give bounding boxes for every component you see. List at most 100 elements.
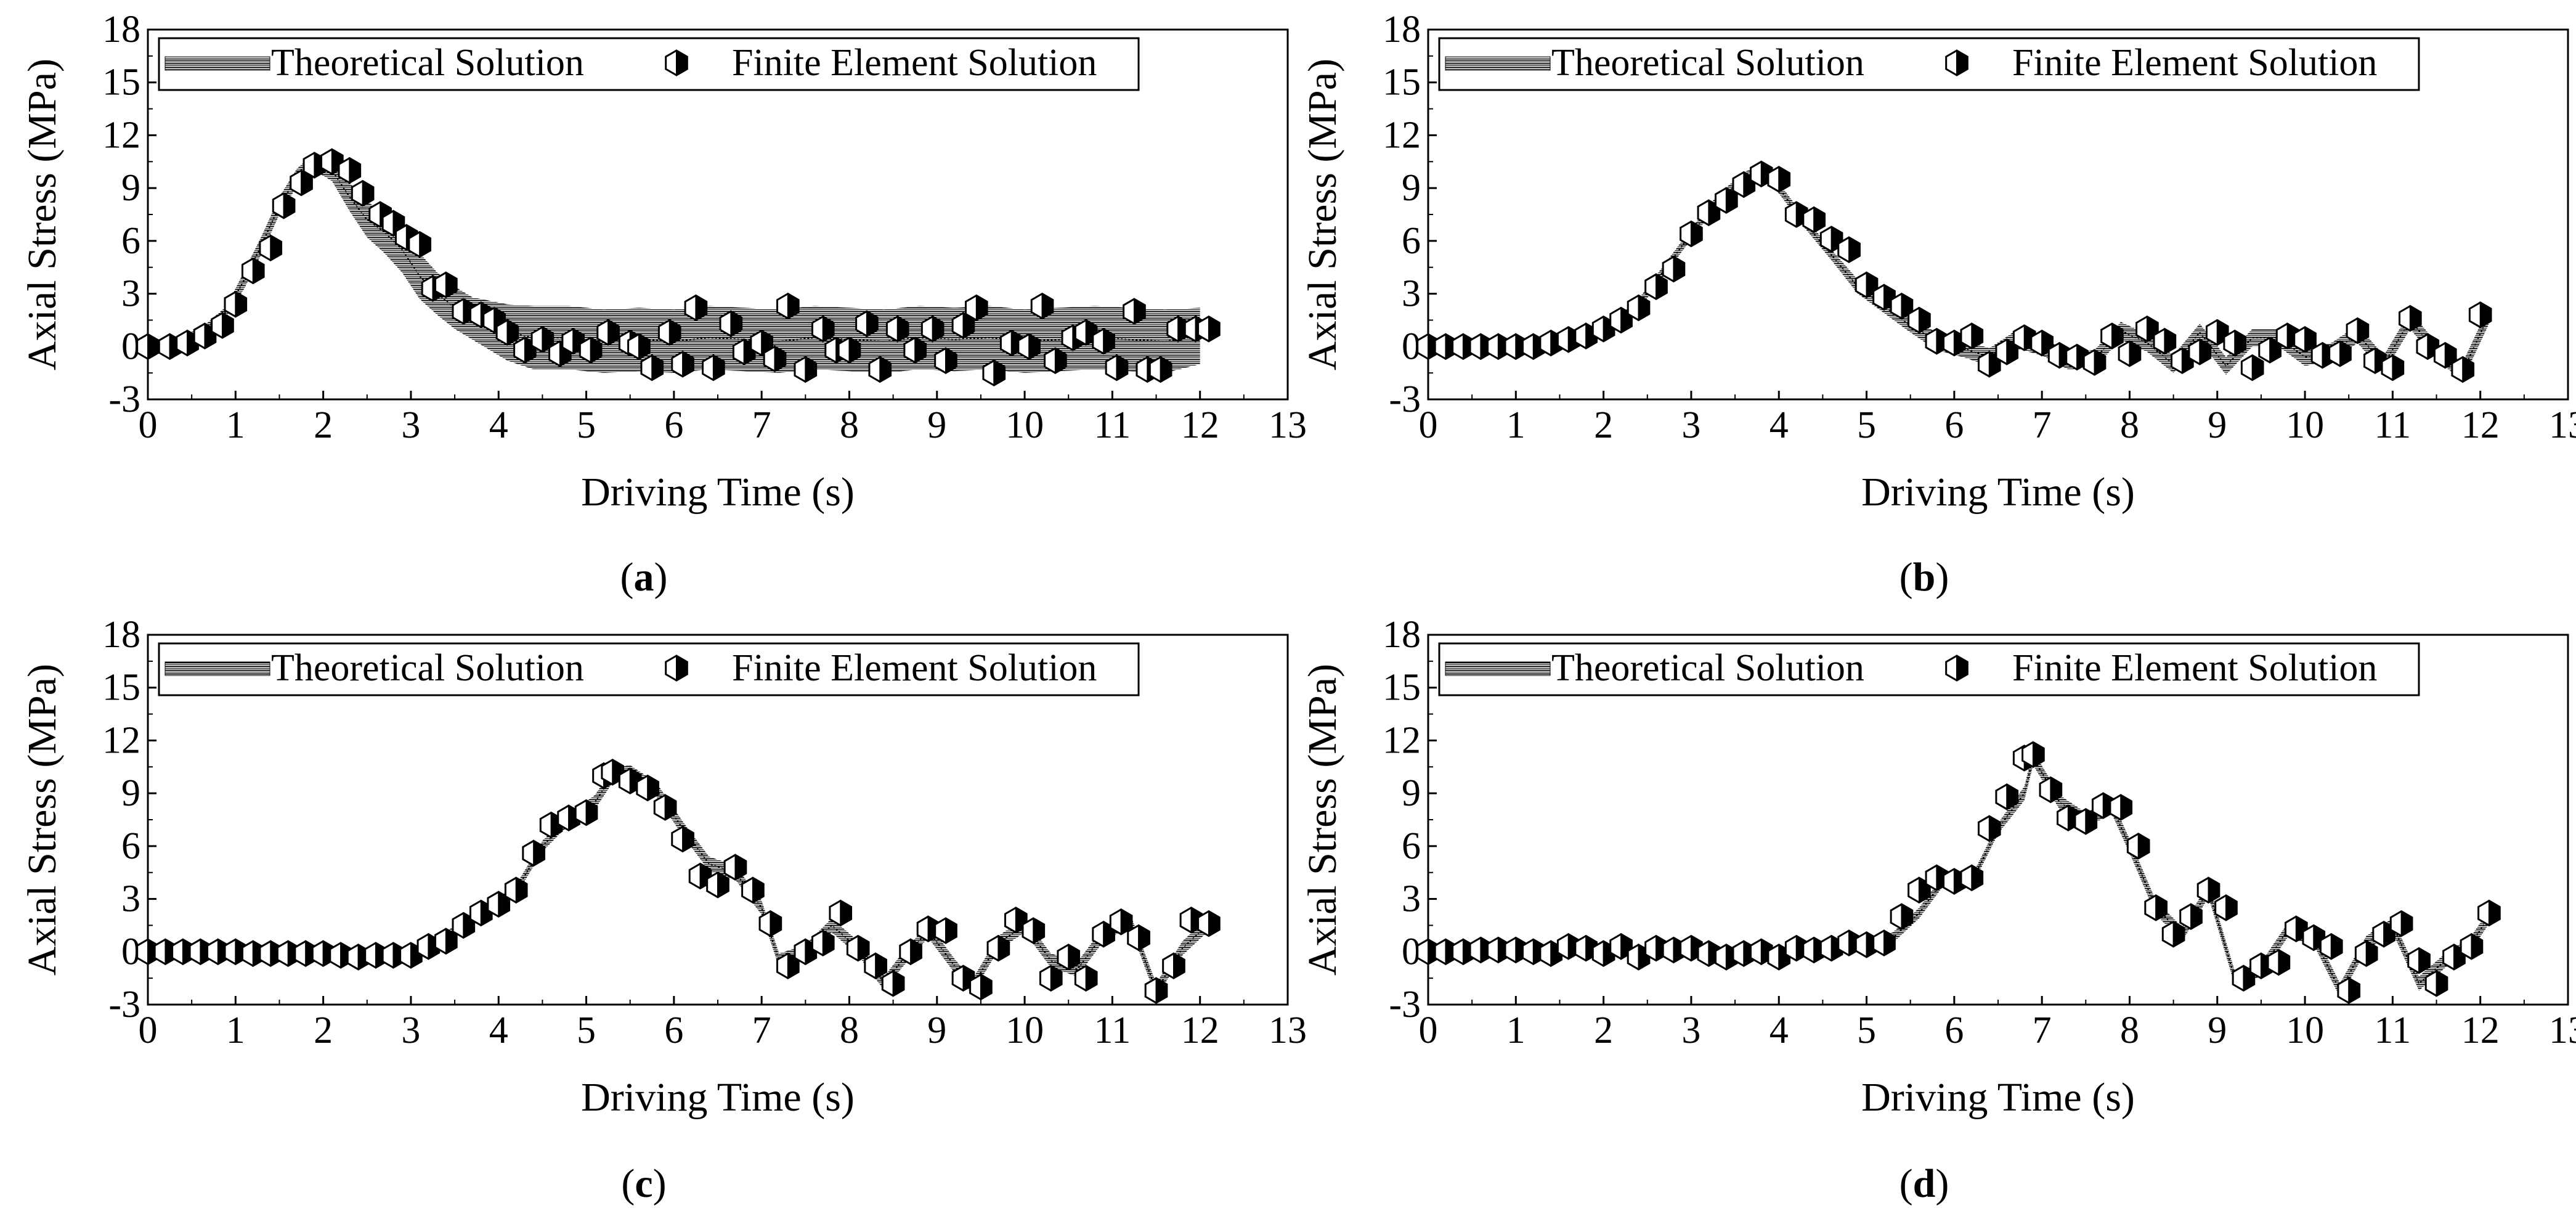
marker-fill xyxy=(1138,924,1150,952)
x-tick-label: 1 xyxy=(1506,404,1526,446)
x-tick-label: 7 xyxy=(2033,1010,2052,1051)
fe-point xyxy=(2171,347,2194,374)
marker-fill xyxy=(2357,317,2369,345)
marker-fill xyxy=(2488,899,2501,927)
marker-fill xyxy=(1901,903,1913,930)
fe-point xyxy=(2153,327,2177,355)
fe-point xyxy=(1749,160,1773,188)
fe-point xyxy=(794,356,818,383)
fe-point xyxy=(2109,794,2133,821)
fe-point xyxy=(1715,187,1738,214)
fe-point xyxy=(1890,292,1914,320)
y-tick-label: -3 xyxy=(108,984,140,1026)
panel-label-letter: d xyxy=(1913,1161,1936,1206)
fe-point xyxy=(723,854,747,881)
fe-point xyxy=(338,157,362,184)
marker-fill xyxy=(638,333,651,361)
marker-fill xyxy=(2392,354,2404,381)
fe-point xyxy=(495,319,519,346)
y-tick-label: 12 xyxy=(1383,719,1421,761)
marker-fill xyxy=(1028,333,1041,361)
fe-point xyxy=(1197,910,1221,937)
marker-fill xyxy=(2006,783,2018,810)
y-tick-label: 9 xyxy=(1402,167,1421,209)
x-tick-label: 8 xyxy=(2120,1010,2139,1051)
marker-fill xyxy=(2339,340,2352,367)
x-tick-label: 6 xyxy=(1944,404,1964,446)
fe-point xyxy=(1109,908,1133,936)
x-tick-label: 11 xyxy=(2375,404,2411,446)
y-tick-label: 9 xyxy=(1402,772,1421,814)
fe-point xyxy=(2346,317,2370,345)
legend-box xyxy=(1438,37,2420,91)
fe-point xyxy=(671,351,694,378)
x-tick-label: 13 xyxy=(1269,404,1307,446)
fe-point xyxy=(1697,940,1721,967)
marker-fill xyxy=(2365,940,2378,967)
marker-fill xyxy=(1103,327,1115,355)
marker-fill xyxy=(1813,206,1826,234)
panel-label-letter: b xyxy=(1913,555,1936,600)
fe-point xyxy=(1908,306,1931,334)
marker-fill xyxy=(2111,322,2124,349)
marker-fill xyxy=(1690,220,1703,248)
marker-fill xyxy=(2172,920,2185,948)
legend-marker-swatch xyxy=(665,655,688,682)
y-axis-title: Axial Stress (MPa) xyxy=(20,664,65,976)
marker-fill xyxy=(2251,354,2264,381)
marker-fill xyxy=(2400,910,2413,937)
marker-fill xyxy=(2479,301,2492,328)
legend: Theoretical Solution Finite Element Solut… xyxy=(158,37,1140,91)
marker-fill xyxy=(1971,322,1983,349)
fe-point xyxy=(272,192,296,219)
x-tick-label: 13 xyxy=(2549,404,2576,446)
marker-fill xyxy=(896,315,909,343)
marker-fill xyxy=(730,310,742,337)
fe-point xyxy=(1802,206,1826,234)
fe-point xyxy=(758,910,782,937)
marker-fill xyxy=(2348,977,2360,1004)
fe-point xyxy=(741,876,765,904)
y-tick-label: -3 xyxy=(1389,984,1421,1026)
panel-label-open: ( xyxy=(621,1161,635,1206)
marker-fill xyxy=(585,799,598,826)
marker-fill xyxy=(2094,349,2106,376)
fe-point xyxy=(1925,327,1949,355)
theoretical-line xyxy=(148,771,1209,992)
marker-fill xyxy=(419,231,431,258)
panel-label-close: ) xyxy=(653,1161,667,1206)
fe-point xyxy=(2468,301,2492,328)
marker-fill xyxy=(857,934,870,962)
marker-fill xyxy=(892,969,904,997)
fe-point xyxy=(2354,940,2378,967)
legend-line-swatch xyxy=(1445,56,1551,71)
marker-fill xyxy=(875,952,887,979)
fe-point xyxy=(596,319,620,346)
x-tick-label: 11 xyxy=(1094,1010,1131,1051)
fe-point xyxy=(934,347,957,374)
marker-fill xyxy=(2032,741,2045,769)
fe-point xyxy=(211,312,234,339)
panel-label: (c) xyxy=(621,1161,666,1206)
y-tick-label: 6 xyxy=(121,825,140,867)
y-tick-label: 18 xyxy=(102,9,140,51)
x-tick-label: 5 xyxy=(577,404,596,446)
y-axis-title: Axial Stress (MPa) xyxy=(1300,664,1345,976)
legend: Theoretical Solution Finite Element Solut… xyxy=(1438,37,2420,91)
x-tick-label: 8 xyxy=(2120,404,2139,446)
series-finite-element xyxy=(1416,160,2492,383)
marker-fill xyxy=(2330,932,2343,960)
x-tick-label: 13 xyxy=(1269,1010,1307,1051)
legend-box xyxy=(1438,642,2420,696)
x-tick-label: 0 xyxy=(1419,404,1438,446)
marker-fill xyxy=(2471,932,2483,960)
x-tick-label: 4 xyxy=(1769,404,1789,446)
marker-fill xyxy=(1160,356,1172,383)
x-tick-label: 10 xyxy=(2286,1010,2324,1051)
y-tick-label: 12 xyxy=(102,114,140,156)
x-tick-label: 4 xyxy=(489,1010,508,1051)
fe-point xyxy=(829,899,853,927)
fe-point xyxy=(1127,924,1150,952)
